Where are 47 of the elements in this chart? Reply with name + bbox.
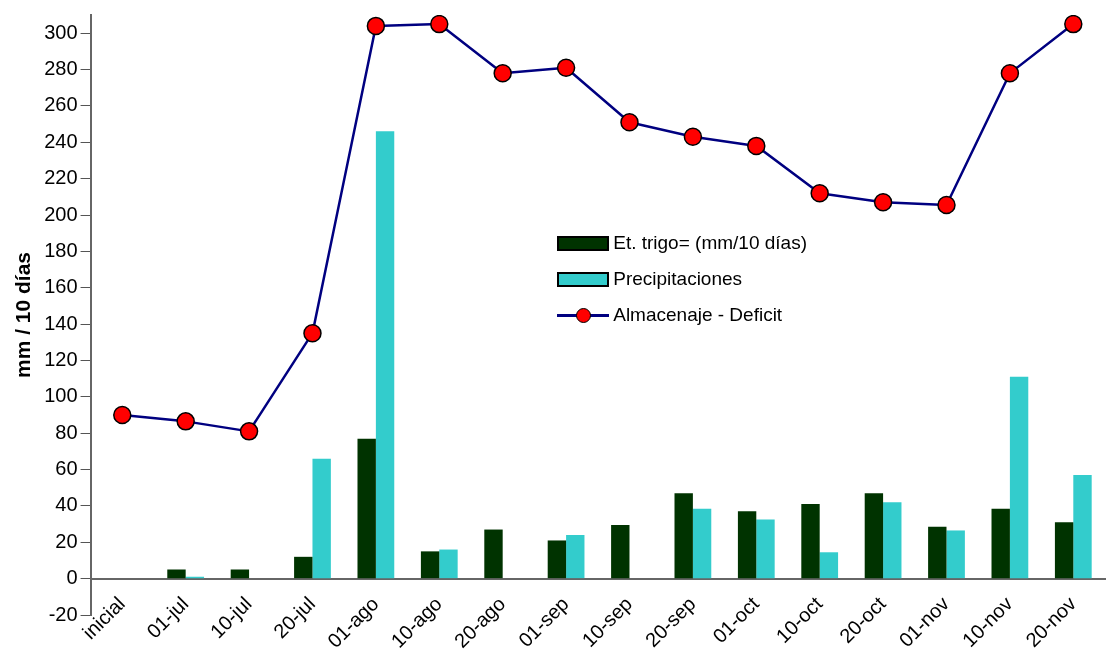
y-tick-label: -20 [48, 602, 78, 625]
y-tick-label: 140 [44, 311, 78, 334]
bar [375, 131, 395, 579]
bar [167, 569, 186, 579]
bar [439, 549, 458, 579]
bar [312, 458, 331, 579]
y-tick-label: 80 [55, 420, 78, 443]
y-axis-title: mm / 10 días [11, 251, 35, 379]
y-tick-label: 0 [66, 566, 78, 589]
y-tick-label: 20 [55, 529, 78, 552]
y-tick-label: 60 [55, 457, 78, 480]
bar [1054, 522, 1074, 579]
y-tick-label: 180 [44, 238, 78, 261]
bar [1073, 475, 1092, 579]
bar [547, 540, 567, 579]
y-tick-label: 40 [55, 493, 78, 516]
y-tick-label: 300 [44, 20, 78, 43]
legend-label: Et. trigo= (mm/10 días) [613, 232, 807, 254]
bar [883, 502, 902, 579]
bar [420, 551, 440, 579]
legend-label: Almacenaje - Deficit [613, 304, 783, 326]
y-tick-label: 200 [44, 202, 78, 225]
bar [1009, 376, 1029, 579]
y-tick-label: 280 [44, 57, 78, 80]
y-tick-label: 260 [44, 93, 78, 116]
bar [674, 493, 693, 579]
y-tick-label: 160 [44, 275, 78, 298]
bar [230, 569, 250, 579]
bar [294, 556, 313, 579]
bar [484, 529, 503, 579]
bar [756, 519, 775, 579]
bar [566, 535, 585, 579]
y-tick-label: 120 [44, 347, 78, 370]
bar [801, 504, 820, 579]
bar [357, 438, 376, 579]
bar [692, 508, 712, 579]
bar [819, 552, 839, 579]
bar [928, 526, 947, 579]
y-tick-label: 240 [44, 129, 78, 152]
y-tick-label: 220 [44, 166, 78, 189]
bar [737, 511, 757, 579]
bar [611, 525, 630, 579]
bar [991, 508, 1010, 579]
legend-label: Precipitaciones [613, 268, 743, 290]
bar [864, 493, 884, 579]
y-tick-label: 100 [44, 384, 78, 407]
bar [946, 530, 965, 579]
